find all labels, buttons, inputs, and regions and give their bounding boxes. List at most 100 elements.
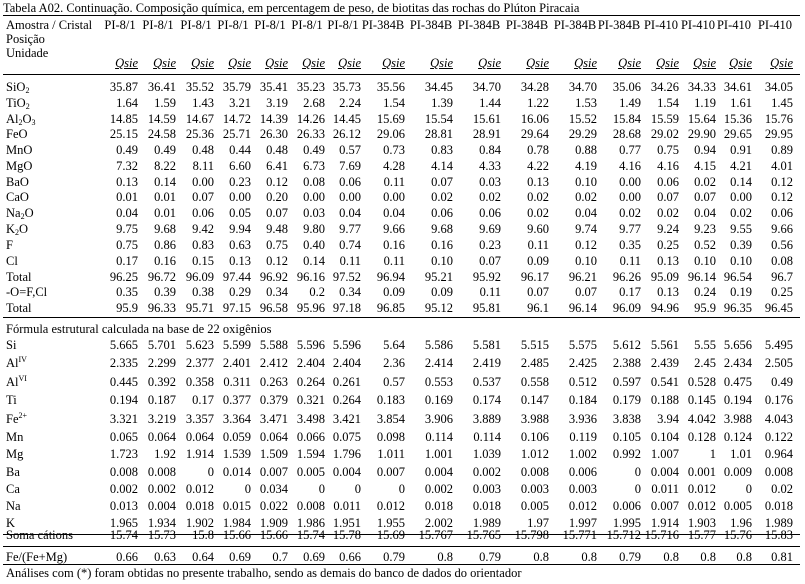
oxide-value-cell: 0.12	[266, 175, 288, 189]
oxide-value-cell: 29.29	[568, 127, 597, 141]
formula-value-cell: 2.485	[520, 356, 549, 370]
formula-value-cell: 0.541	[650, 375, 679, 389]
formula-value-cell: 0.018	[472, 499, 501, 513]
oxide-value-cell: 0.49	[116, 143, 138, 157]
formula-value-cell: 0.059	[222, 430, 251, 444]
formula-label: Si	[6, 338, 16, 352]
oxide-value-cell: 0.35	[116, 285, 138, 299]
oxide-label-part: Al	[6, 112, 19, 126]
oxide-value-cell: 28.81	[424, 127, 453, 141]
formula-value-cell: 5.596	[332, 338, 361, 352]
oxide-value-cell: 96.09	[185, 270, 214, 284]
formula-label-part: Al	[6, 356, 19, 370]
formula-value-cell: 3.421	[332, 412, 361, 426]
oxide-value-cell: 1.44	[479, 96, 501, 110]
formula-value-cell: 0.007	[376, 465, 405, 479]
oxide-value-cell: 0.75	[116, 238, 138, 252]
oxide-value-cell: 0.89	[771, 143, 793, 157]
oxide-label: Total	[6, 270, 32, 284]
formula-value-cell: 0.263	[259, 375, 288, 389]
formula-value-cell: 0.005	[520, 499, 549, 513]
formula-value-cell: 1.989	[764, 516, 793, 530]
oxide-value-cell: 6.60	[229, 159, 251, 173]
oxide-value-cell: 0.48	[192, 143, 214, 157]
formula-value-cell: 5.612	[612, 338, 641, 352]
formula-label: Ba	[6, 465, 20, 479]
oxide-value-cell: 96.35	[723, 301, 752, 315]
oxide-value-cell: 35.87	[109, 80, 138, 94]
formula-value-cell: 0.012	[687, 482, 716, 496]
oxide-value-cell: 0.73	[383, 143, 405, 157]
formula-value-cell: 1.509	[259, 447, 288, 461]
formula-value-cell: 3.838	[612, 412, 641, 426]
oxide-label-part: F	[6, 238, 13, 252]
oxide-value-cell: 0.03	[303, 206, 325, 220]
oxide-value-cell: 0.14	[303, 254, 325, 268]
oxide-value-cell: 35.06	[612, 80, 641, 94]
sample-id-header: PI-384B	[505, 18, 549, 32]
formula-value-cell: 2.002	[424, 516, 453, 530]
formula-value-cell: 0.119	[569, 430, 597, 444]
formula-label: Ti	[6, 393, 17, 407]
oxide-value-cell: 96.14	[687, 270, 716, 284]
soma-rule	[3, 546, 800, 547]
formula-value-cell: 0.004	[147, 499, 176, 513]
oxide-value-cell: 0.04	[575, 206, 597, 220]
formula-value-cell: 0.064	[185, 430, 214, 444]
oxide-value-cell: 0.09	[383, 285, 405, 299]
oxide-value-cell: 0.00	[229, 190, 251, 204]
oxide-value-cell: 95.96	[296, 301, 325, 315]
formula-value-cell: 0.011	[333, 499, 361, 513]
formula-value-cell: 1.039	[472, 447, 501, 461]
formula-value-cell: 3.94	[657, 412, 679, 426]
formula-value-cell: 0.001	[687, 465, 716, 479]
ratio-value-cell: 0.8	[700, 550, 716, 564]
oxide-value-cell: 0.01	[154, 206, 176, 220]
oxide-value-cell: 9.66	[771, 222, 793, 236]
formula-value-cell: 0	[318, 482, 325, 496]
formula-value-cell: 2.401	[222, 356, 251, 370]
formula-value-cell: 0.007	[650, 499, 679, 513]
oxide-value-cell: 26.30	[259, 127, 288, 141]
sample-id-header: PI-8/1	[291, 18, 323, 32]
oxide-label-part: TiO	[6, 96, 26, 110]
sample-id-header: PI-384B	[409, 18, 453, 32]
oxide-value-cell: 96.25	[109, 270, 138, 284]
unit-header: Qsie	[228, 56, 251, 70]
formula-label: Ca	[6, 482, 20, 496]
oxide-value-cell: 0.06	[657, 175, 679, 189]
oxide-value-cell: 0.02	[575, 190, 597, 204]
formula-value-cell: 0.194	[723, 393, 752, 407]
oxide-value-cell: 96.1	[527, 301, 549, 315]
formula-value-cell: 0.064	[259, 430, 288, 444]
oxide-value-cell: 14.72	[222, 112, 251, 126]
oxide-value-cell: 0.23	[479, 238, 501, 252]
soma-value-cell: 15.73	[147, 528, 176, 542]
oxide-label-part: O	[24, 206, 34, 220]
oxide-value-cell: 0.39	[730, 238, 752, 252]
oxide-label: FeO	[6, 127, 28, 141]
formula-value-cell: 1.96	[730, 516, 752, 530]
unit-header: Qsie	[729, 56, 752, 70]
oxide-value-cell: 0.12	[266, 254, 288, 268]
oxide-value-cell: 0.20	[266, 190, 288, 204]
formula-value-cell: 3.471	[259, 412, 288, 426]
soma-value-cell: 15.83	[764, 528, 793, 542]
oxide-value-cell: 25.71	[222, 127, 251, 141]
oxide-value-cell: 35.56	[376, 80, 405, 94]
formula-value-cell: 5.599	[222, 338, 251, 352]
oxide-value-cell: 0.10	[730, 254, 752, 268]
formula-value-cell: 0	[207, 465, 214, 479]
oxide-value-cell: 0.44	[229, 143, 251, 157]
formula-value-cell: 1.903	[687, 516, 716, 530]
sample-id-header: PI-410	[643, 18, 679, 32]
oxide-value-cell: 1.49	[619, 96, 641, 110]
formula-value-cell: 3.936	[568, 412, 597, 426]
formula-value-cell: 0.377	[222, 393, 251, 407]
oxide-value-cell: 16.06	[520, 112, 549, 126]
oxide-value-cell: 0.34	[339, 285, 361, 299]
formula-value-cell: 5.623	[185, 338, 214, 352]
formula-value-cell: 0.179	[612, 393, 641, 407]
oxide-value-cell: 96.09	[612, 301, 641, 315]
formula-value-cell: 0.176	[764, 393, 793, 407]
